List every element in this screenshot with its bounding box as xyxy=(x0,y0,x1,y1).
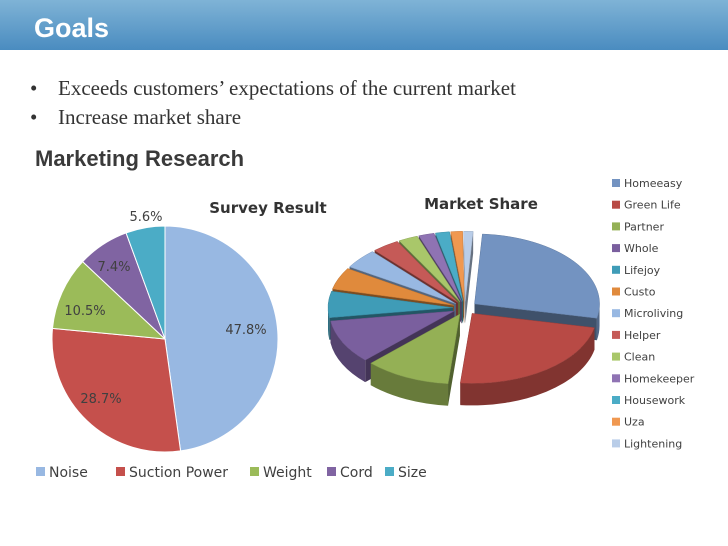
market-legend-swatch xyxy=(612,374,620,383)
market-legend-label: Homekeeper xyxy=(624,372,695,385)
survey-data-label: 28.7% xyxy=(80,392,121,407)
market-slice-green life xyxy=(460,313,595,406)
survey-data-label: 7.4% xyxy=(97,260,130,275)
market-legend-label: Housework xyxy=(624,394,686,407)
market-slice-partner xyxy=(370,313,461,406)
survey-chart-title: Survey Result xyxy=(209,199,326,217)
bullet-text: Increase market share xyxy=(58,105,242,129)
survey-legend-swatch xyxy=(36,467,45,476)
survey-legend-swatch xyxy=(327,467,336,476)
market-legend-label: Custo xyxy=(624,286,656,299)
survey-data-label: 10.5% xyxy=(64,304,105,319)
survey-legend-label: Weight xyxy=(263,465,312,481)
market-legend-swatch xyxy=(612,352,620,361)
market-legend-swatch xyxy=(612,200,620,209)
bullet-item: • Exceeds customers’ expectations of the… xyxy=(30,74,516,103)
market-legend-swatch xyxy=(612,439,620,448)
market-legend-label: Uza xyxy=(624,416,645,429)
market-slice-lightening xyxy=(463,231,474,324)
market-legend-swatch xyxy=(612,396,620,404)
bullet-dot-icon: • xyxy=(30,105,38,129)
market-chart-title: Market Share xyxy=(424,195,538,213)
market-legend-label: Partner xyxy=(624,220,664,233)
survey-legend-swatch xyxy=(250,467,259,476)
market-legend-label: Lifejoy xyxy=(624,264,661,277)
bullet-item: • Increase market share xyxy=(30,103,516,132)
survey-legend-label: Size xyxy=(398,465,427,481)
survey-slice-noise xyxy=(164,225,279,452)
survey-legend-label: Noise xyxy=(49,465,88,481)
market-legend-label: Microliving xyxy=(624,307,683,320)
slide-header: Goals xyxy=(0,0,728,50)
market-legend-swatch xyxy=(612,330,620,339)
market-legend-swatch xyxy=(612,179,620,187)
market-legend-label: Green Life xyxy=(624,199,681,212)
slide-title: Goals xyxy=(34,13,110,43)
market-legend-swatch xyxy=(612,309,620,318)
market-legend-swatch xyxy=(612,265,620,274)
market-legend-label: Homeeasy xyxy=(624,177,683,190)
survey-slice-suction-power xyxy=(51,327,182,453)
bullet-list: • Exceeds customers’ expectations of the… xyxy=(30,74,516,132)
survey-data-label: 5.6% xyxy=(129,210,162,225)
survey-legend-swatch xyxy=(385,467,394,476)
bullet-text: Exceeds customers’ expectations of the c… xyxy=(58,76,516,100)
survey-legend-label: Suction Power xyxy=(129,465,228,481)
market-legend-label: Clean xyxy=(624,351,655,364)
survey-slice-weight xyxy=(51,260,167,340)
market-legend-label: Whole xyxy=(624,242,659,255)
survey-slice-size xyxy=(125,225,166,340)
market-legend-swatch xyxy=(612,244,620,253)
survey-legend-label: Cord xyxy=(340,465,373,481)
section-title: Marketing Research xyxy=(35,146,245,171)
survey-data-label: 47.8% xyxy=(225,323,266,338)
market-legend-label: Lightening xyxy=(624,437,682,450)
market-legend-label: Helper xyxy=(624,329,661,342)
market-legend-swatch xyxy=(612,417,620,426)
bullet-dot-icon: • xyxy=(30,76,38,100)
market-legend-swatch xyxy=(612,222,620,231)
survey-legend-swatch xyxy=(116,467,125,476)
market-legend-swatch xyxy=(612,287,620,296)
